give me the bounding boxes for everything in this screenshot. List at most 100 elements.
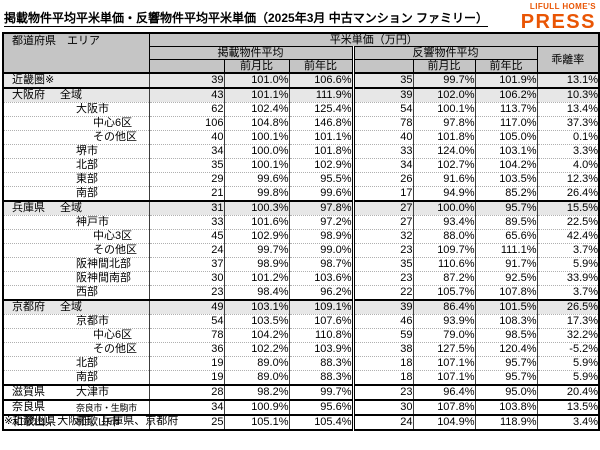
header-mom-inquiry: 前月比 xyxy=(412,59,476,74)
area-label: その他区 xyxy=(93,244,137,257)
header-mom-listed: 前月比 xyxy=(223,59,290,74)
table-row: 北部 19 89.0% 88.3% 18 107.1% 95.7% 5.9% xyxy=(2,356,600,371)
area-cell: 北部 xyxy=(2,356,150,371)
listed-price: 30 xyxy=(148,271,225,286)
inquiry-yoy: 117.0% xyxy=(474,116,538,131)
inquiry-price: 23 xyxy=(351,243,414,258)
listed-yoy: 88.3% xyxy=(288,370,354,385)
inquiry-mom: 107.1% xyxy=(412,370,476,385)
area-label: その他区 xyxy=(93,131,137,144)
listed-price: 78 xyxy=(148,328,225,343)
area-label: 神戸市 xyxy=(76,216,109,229)
area-label: 堺市 xyxy=(76,145,98,158)
listed-mom: 102.9% xyxy=(223,229,290,244)
inquiry-yoy: 104.2% xyxy=(474,158,538,173)
inquiry-yoy: 91.7% xyxy=(474,257,538,272)
listed-price: 45 xyxy=(148,229,225,244)
deviation-rate: 37.3% xyxy=(536,116,600,131)
table-row: 東部 29 99.6% 95.5% 26 91.6% 103.5% 12.3% xyxy=(2,172,600,187)
table-row: 堺市 34 100.0% 101.8% 33 124.0% 103.1% 3.3% xyxy=(2,144,600,159)
inquiry-mom: 91.6% xyxy=(412,172,476,187)
inquiry-price: 23 xyxy=(351,271,414,286)
inquiry-yoy: 65.6% xyxy=(474,229,538,244)
listed-price: 24 xyxy=(148,243,225,258)
deviation-rate: 0.1% xyxy=(536,130,600,145)
listed-price: 23 xyxy=(148,285,225,300)
area-label: その他区 xyxy=(93,343,137,356)
inquiry-price: 23 xyxy=(351,384,414,400)
inquiry-price: 35 xyxy=(351,257,414,272)
table-row: 滋賀県 大津市 28 98.2% 99.7% 23 96.4% 95.0% 20.4% xyxy=(2,384,600,400)
inquiry-mom: 96.4% xyxy=(412,384,476,400)
listed-price: 43 xyxy=(148,87,225,103)
listed-mom: 104.2% xyxy=(223,328,290,343)
inquiry-yoy: 98.5% xyxy=(474,328,538,343)
listed-yoy: 99.6% xyxy=(288,186,354,201)
inquiry-mom: 124.0% xyxy=(412,144,476,159)
inquiry-mom: 87.2% xyxy=(412,271,476,286)
deviation-rate: 13.5% xyxy=(536,399,600,415)
listed-price: 34 xyxy=(148,144,225,159)
listed-yoy: 96.2% xyxy=(288,285,354,300)
listed-mom: 101.0% xyxy=(223,72,290,88)
inquiry-price: 78 xyxy=(351,116,414,131)
inquiry-mom: 94.9% xyxy=(412,186,476,201)
table-header: 都道府県 エリア 平米単価（万円） 掲載物件平均 反響物件平均 乖離率 前月比 … xyxy=(2,32,600,74)
listed-price: 36 xyxy=(148,342,225,357)
deviation-rate: 26.4% xyxy=(536,186,600,201)
deviation-rate: 20.4% xyxy=(536,384,600,400)
deviation-rate: 12.3% xyxy=(536,172,600,187)
table-row: 奈良県 奈良市・生駒市 34 100.9% 95.6% 30 107.8% 103.8% 13.… xyxy=(2,399,600,415)
table-row: その他区 24 99.7% 99.0% 23 109.7% 111.1% 3.7% xyxy=(2,243,600,258)
area-label: 中心6区 xyxy=(93,329,133,342)
deviation-rate: 22.5% xyxy=(536,215,600,230)
listed-yoy: 97.8% xyxy=(288,200,354,216)
area-cell: 神戸市 xyxy=(2,215,150,230)
inquiry-mom: 101.8% xyxy=(412,130,476,145)
price-table: 都道府県 エリア 平米単価（万円） 掲載物件平均 反響物件平均 乖離率 前月比 … xyxy=(2,32,600,431)
area-cell: 近畿圏※ xyxy=(2,72,150,88)
inquiry-mom: 93.9% xyxy=(412,314,476,329)
inquiry-yoy: 103.1% xyxy=(474,144,538,159)
logo-product-text: PRESS xyxy=(520,11,596,33)
header-spacer xyxy=(148,59,225,74)
header-listed-group: 掲載物件平均 xyxy=(148,46,354,60)
table-row: 阪神間北部 37 98.9% 98.7% 35 110.6% 91.7% 5.9% xyxy=(2,257,600,272)
area-cell: 南部 xyxy=(2,186,150,201)
inquiry-price: 30 xyxy=(351,399,414,415)
listed-mom: 100.0% xyxy=(223,144,290,159)
area-label: 中心3区 xyxy=(93,230,133,243)
table-row: 中心3区 45 102.9% 98.9% 32 88.0% 65.6% 42.4% xyxy=(2,229,600,244)
inquiry-price: 27 xyxy=(351,200,414,216)
listed-price: 37 xyxy=(148,257,225,272)
area-cell: 京都府 全域 xyxy=(2,299,150,315)
listed-mom: 100.1% xyxy=(223,158,290,173)
listed-yoy: 107.6% xyxy=(288,314,354,329)
listed-yoy: 88.3% xyxy=(288,356,354,371)
area-cell: 堺市 xyxy=(2,144,150,159)
deviation-rate: 13.4% xyxy=(536,102,600,117)
listed-price: 106 xyxy=(148,116,225,131)
listed-yoy: 97.2% xyxy=(288,215,354,230)
inquiry-mom: 127.5% xyxy=(412,342,476,357)
listed-price: 33 xyxy=(148,215,225,230)
deviation-rate: 17.3% xyxy=(536,314,600,329)
inquiry-yoy: 95.7% xyxy=(474,356,538,371)
deviation-rate: 5.9% xyxy=(536,257,600,272)
inquiry-mom: 107.8% xyxy=(412,399,476,415)
area-label: 大津市 xyxy=(76,386,109,398)
table-row: 南部 19 89.0% 88.3% 18 107.1% 95.7% 5.9% xyxy=(2,370,600,385)
listed-mom: 101.2% xyxy=(223,271,290,286)
area-label: 京都市 xyxy=(76,315,109,328)
logo-brand-text: LIFULL HOME'S xyxy=(529,2,596,11)
inquiry-yoy: 106.2% xyxy=(474,87,538,103)
area-cell: 西部 xyxy=(2,285,150,300)
area-label: 中心6区 xyxy=(93,117,133,130)
inquiry-yoy: 89.5% xyxy=(474,215,538,230)
listed-mom: 102.2% xyxy=(223,342,290,357)
listed-price: 19 xyxy=(148,370,225,385)
deviation-rate: 32.2% xyxy=(536,328,600,343)
listed-yoy: 102.9% xyxy=(288,158,354,173)
inquiry-mom: 97.8% xyxy=(412,116,476,131)
